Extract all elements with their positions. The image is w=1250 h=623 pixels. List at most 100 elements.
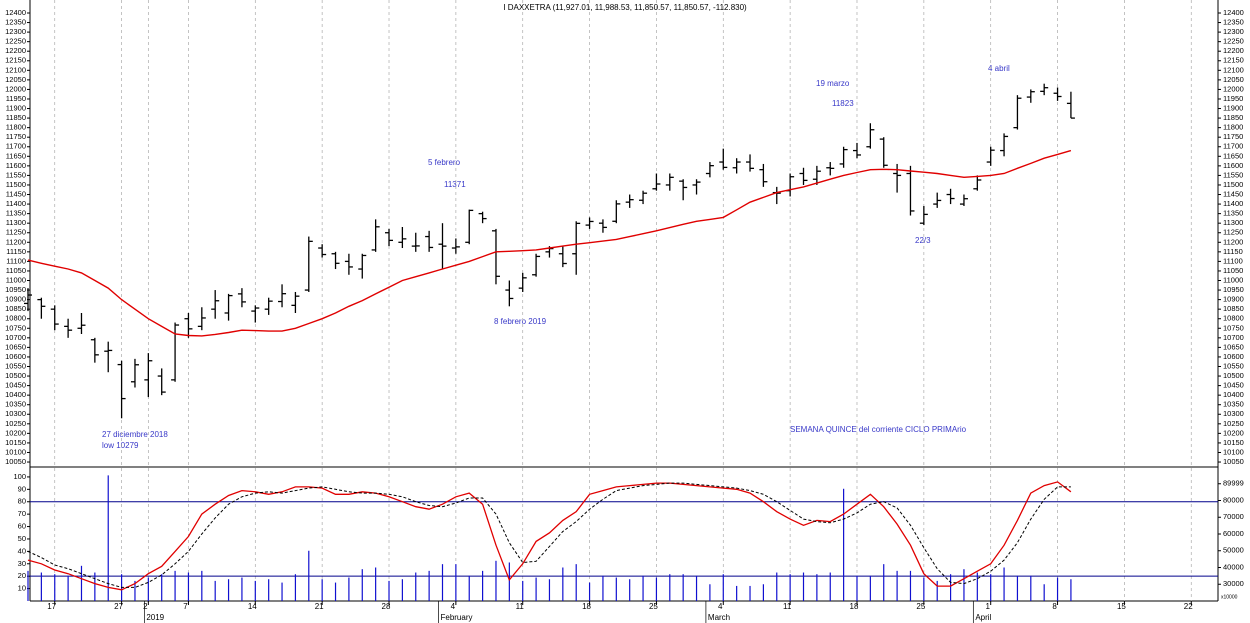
y-tick-label: 10100: [1223, 447, 1244, 456]
y-tick-label: 12000: [1223, 84, 1244, 93]
x-tick-label: 11: [516, 602, 525, 611]
y2-tick-label: 70000: [1223, 512, 1244, 521]
y-tick-label: 10750: [5, 323, 26, 332]
annotation: 22/3: [915, 236, 931, 245]
y2-tick-label: 60000: [1223, 529, 1244, 538]
y-tick-label: 30: [18, 559, 26, 568]
y-tick-label: 10250: [1223, 419, 1244, 428]
y2-tick-label: 30000: [1223, 579, 1244, 588]
y-tick-label: 10550: [1223, 361, 1244, 370]
y-tick-label: 10500: [5, 371, 26, 380]
y-tick-label: 11650: [6, 151, 26, 160]
oscillator-line: [27, 481, 1072, 591]
y-tick-label: 11100: [1223, 256, 1243, 265]
x-tick-label: 8: [1052, 602, 1057, 611]
y-tick-label: 20: [18, 571, 26, 580]
annotation: SEMANA QUINCE del corriente CICLO PRIMAr…: [790, 425, 967, 434]
y-tick-label: 11950: [6, 94, 26, 103]
y-tick-label: 12350: [1223, 18, 1244, 27]
x-tick-label: 15: [1117, 602, 1126, 611]
x-tick-label: 4: [451, 602, 456, 611]
y-tick-label: 11150: [1223, 247, 1243, 256]
y-tick-label: 11850: [6, 113, 26, 122]
y-tick-label: 11200: [6, 237, 26, 246]
x-tick-label: 17: [47, 602, 56, 611]
y-tick-label: 10400: [5, 390, 26, 399]
y-tick-label: 11150: [6, 247, 26, 256]
y-tick-label: 11700: [1223, 142, 1243, 151]
x-tick-label: 18: [850, 602, 859, 611]
y-tick-label: 10450: [5, 381, 26, 390]
y-tick-label: 11950: [1223, 94, 1243, 103]
y-tick-label: 10500: [1223, 371, 1244, 380]
x-tick-label: 7: [183, 602, 188, 611]
y-tick-label: 11250: [6, 228, 26, 237]
y-tick-label: 11400: [6, 199, 26, 208]
y-tick-label: 10800: [5, 314, 26, 323]
y2-tick-label: 50000: [1223, 546, 1244, 555]
x-tick-label: 25: [649, 602, 658, 611]
y-tick-label: 10950: [5, 285, 26, 294]
y-tick-label: 10900: [5, 295, 26, 304]
y2-tick-label: 80000: [1223, 495, 1244, 504]
y-tick-label: 10450: [1223, 381, 1244, 390]
y-tick-label: 11900: [6, 104, 26, 113]
y-tick-label: 10150: [5, 438, 26, 447]
y-tick-label: 100: [13, 472, 26, 481]
y-tick-label: 10600: [1223, 352, 1244, 361]
month-label: February: [440, 613, 472, 622]
y-tick-label: 10650: [5, 342, 26, 351]
y-tick-label: 12300: [5, 27, 26, 36]
y-tick-label: 11500: [1223, 180, 1243, 189]
chart-title: I DAXXETRA (11,927.01, 11,988.53, 11,850…: [503, 3, 747, 12]
y-tick-label: 10250: [5, 419, 26, 428]
y-tick-label: 11750: [6, 132, 26, 141]
y-tick-label: 12350: [5, 18, 26, 27]
moving-average: [27, 149, 1072, 337]
x-tick-label: 28: [382, 602, 391, 611]
x-tick-label: 18: [582, 602, 591, 611]
x-tick-label: 2: [143, 602, 148, 611]
x-tick-label: 25: [916, 602, 925, 611]
y-tick-label: 10700: [1223, 333, 1244, 342]
y-tick-label: 11000: [6, 275, 26, 284]
y-tick-label: 11250: [1223, 228, 1243, 237]
y-tick-label: 10400: [1223, 390, 1244, 399]
y-tick-label: 11050: [6, 266, 26, 275]
y-tick-label: 12050: [5, 75, 26, 84]
y-tick-label: 10650: [1223, 342, 1244, 351]
y-tick-label: 12400: [1223, 8, 1244, 17]
y-tick-label: 12000: [5, 84, 26, 93]
x-tick-label: 14: [248, 602, 257, 611]
y-tick-label: 12400: [5, 8, 26, 17]
y-tick-label: 11200: [1223, 237, 1243, 246]
annotation: 11371: [444, 180, 466, 189]
x-tick-label: 1: [985, 602, 990, 611]
y-tick-label: 10150: [1223, 438, 1244, 447]
y2-tick-label: 89999: [1223, 479, 1244, 488]
y-tick-label: 11700: [6, 142, 26, 151]
y-tick-label: 12200: [5, 46, 26, 55]
y-tick-label: 10600: [5, 352, 26, 361]
y-tick-label: 11350: [6, 209, 26, 218]
volume-unit-label: x10000: [1221, 594, 1238, 600]
y2-tick-label: 40000: [1223, 562, 1244, 571]
y-tick-label: 11600: [1223, 161, 1243, 170]
y-tick-label: 40: [18, 546, 26, 555]
x-tick-label: 22: [1184, 602, 1193, 611]
y-tick-label: 11750: [1223, 132, 1243, 141]
x-tick-label: 11: [783, 602, 792, 611]
y-tick-label: 10200: [1223, 428, 1244, 437]
y-tick-label: 12150: [5, 56, 26, 65]
y-tick-label: 11000: [1223, 275, 1243, 284]
y-tick-label: 12200: [1223, 46, 1244, 55]
y-tick-label: 11450: [6, 190, 26, 199]
y-tick-label: 11800: [1223, 123, 1243, 132]
y-tick-label: 10750: [1223, 323, 1244, 332]
y-tick-label: 60: [18, 522, 26, 531]
month-label: April: [975, 613, 991, 622]
y-tick-label: 10050: [1223, 457, 1244, 466]
y-tick-label: 10850: [5, 304, 26, 313]
